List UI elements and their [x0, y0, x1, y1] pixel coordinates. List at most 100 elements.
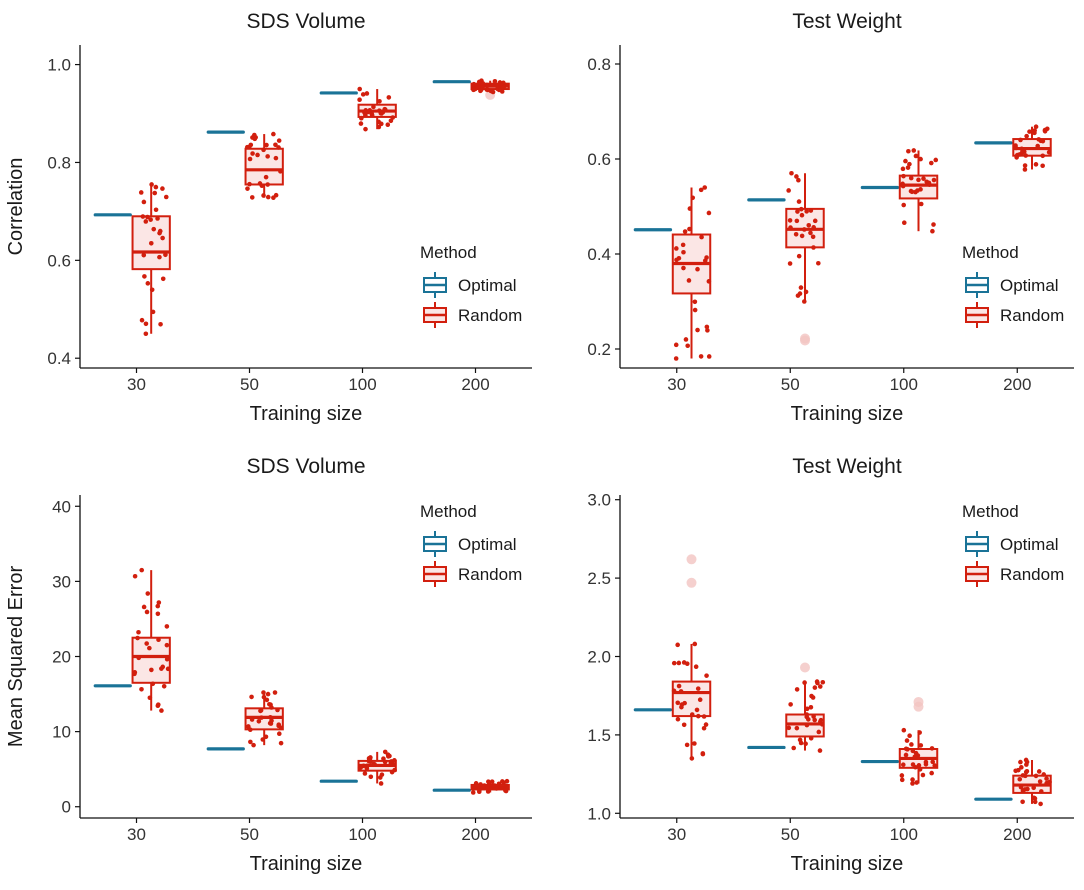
random-point	[796, 199, 802, 204]
random-point	[147, 695, 153, 701]
legend-label-random: Random	[1000, 306, 1064, 325]
random-point	[488, 88, 494, 94]
random-point	[371, 104, 376, 110]
random-point	[810, 695, 816, 700]
random-point	[698, 187, 704, 193]
random-point	[692, 307, 698, 313]
random-point	[673, 356, 679, 361]
random-point	[912, 754, 918, 760]
random-point	[156, 637, 161, 643]
random-point	[151, 226, 157, 232]
panel-2: Test Weight Training size 0.2 0.4 0.6 0.8 30 50…	[587, 10, 1074, 425]
legend-key-optimal	[423, 272, 447, 298]
legend-label-optimal: Optimal	[458, 276, 517, 295]
random-point	[1035, 143, 1040, 149]
random-point	[264, 142, 269, 148]
random-point	[484, 82, 490, 88]
random-point	[689, 756, 695, 761]
random-point	[802, 227, 807, 232]
random-point	[138, 190, 144, 195]
random-point	[680, 242, 686, 248]
random-point	[361, 763, 366, 769]
random-point	[147, 645, 152, 651]
random-point	[932, 763, 938, 768]
random-point	[1018, 784, 1024, 790]
random-point	[1023, 153, 1029, 158]
random-point	[909, 742, 914, 747]
random-point	[149, 182, 154, 187]
legend-label-optimal: Optimal	[1000, 535, 1059, 554]
random-point	[705, 328, 710, 333]
x-axis-title: Training size	[791, 853, 904, 875]
random-point	[926, 180, 932, 186]
random-point	[695, 686, 701, 691]
random-point	[358, 121, 364, 126]
random-point	[143, 331, 149, 337]
random-point	[163, 252, 168, 258]
random-point	[368, 774, 374, 780]
random-point	[148, 240, 154, 246]
random-point	[901, 220, 907, 225]
x-tick-label: 50	[240, 825, 259, 844]
random-point	[132, 573, 138, 579]
x-tick-label: 100	[348, 825, 376, 844]
random-point	[1036, 769, 1042, 774]
random-point	[157, 230, 162, 236]
random-point	[704, 673, 709, 678]
random-point	[372, 762, 377, 767]
random-point	[276, 731, 282, 736]
random-point	[797, 291, 803, 296]
random-point	[903, 752, 909, 758]
random-point	[673, 342, 679, 348]
random-point	[901, 202, 906, 208]
random-point	[674, 246, 679, 251]
random-point	[141, 252, 147, 258]
random-point	[500, 779, 505, 784]
random-point	[930, 228, 935, 234]
random-point	[681, 265, 686, 271]
outlier-point	[913, 696, 924, 707]
random-point	[700, 751, 706, 757]
random-point	[1013, 768, 1018, 774]
x-tick-label: 200	[461, 375, 489, 394]
random-point	[476, 79, 482, 85]
x-tick-label: 100	[890, 825, 918, 844]
random-point	[139, 317, 145, 323]
x-axis-title: Training size	[250, 853, 363, 875]
random-point	[139, 567, 145, 573]
y-tick-label: 0.4	[587, 245, 611, 264]
random-point	[471, 87, 477, 92]
random-point	[150, 309, 156, 315]
random-point	[156, 600, 162, 605]
y-axis-title: Mean Squared Error	[5, 566, 27, 748]
panel-title: Test Weight	[792, 10, 901, 33]
random-point	[155, 216, 160, 221]
random-point	[470, 790, 476, 795]
random-point	[471, 81, 477, 87]
random-point	[276, 138, 282, 143]
random-point	[679, 702, 685, 707]
random-point	[1044, 776, 1049, 781]
y-axis-title: Correlation	[5, 158, 27, 256]
random-point	[900, 762, 906, 768]
random-point	[160, 186, 165, 191]
random-point	[155, 611, 161, 617]
y-tick-label: 40	[52, 497, 71, 516]
random-point	[364, 91, 370, 96]
random-point	[917, 730, 922, 735]
random-point	[503, 788, 508, 793]
random-point	[930, 759, 936, 765]
random-point	[1038, 801, 1043, 807]
random-point	[811, 245, 816, 250]
random-point	[278, 740, 284, 746]
legend-title: Method	[962, 502, 1019, 521]
random-point	[261, 193, 266, 198]
random-box-30	[131, 636, 171, 684]
random-point	[139, 687, 144, 692]
random-point	[799, 233, 805, 239]
random-point	[903, 158, 908, 164]
random-point	[806, 222, 812, 228]
y-tick-label: 2.5	[587, 569, 611, 588]
random-point	[803, 741, 808, 747]
legend: Method Optimal Random	[962, 502, 1064, 587]
